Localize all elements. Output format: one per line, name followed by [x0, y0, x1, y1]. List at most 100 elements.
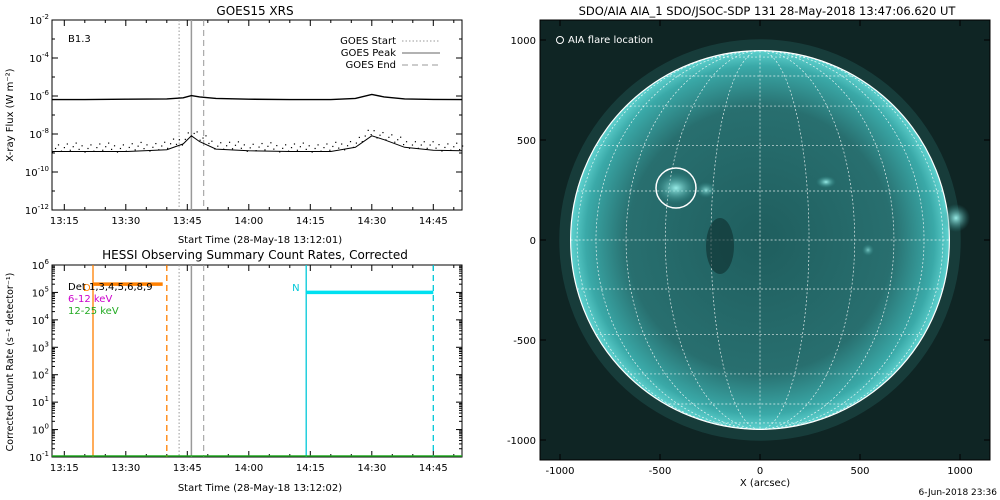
goes-series-point [364, 135, 366, 137]
goes-series-point [264, 149, 266, 151]
goes-series-point [125, 150, 127, 152]
goes-xtick-label: 13:30 [111, 216, 140, 227]
goes-series-point [344, 149, 346, 151]
hessi-ytick-label: 10-1 [29, 450, 49, 464]
goes-series-point [314, 147, 316, 150]
goes-ytick-label: 10-6 [29, 89, 49, 103]
longitude-line [625, 50, 761, 430]
footer-date: 6-Jun-2018 23:36 [918, 488, 998, 498]
goes-series-point [113, 145, 116, 147]
goes-xlabel: Start Time (28-May-18 13:12:01) [178, 235, 342, 246]
goes-series-point [308, 145, 310, 147]
goes-series-point [352, 146, 355, 149]
goes-series-point [158, 149, 160, 151]
goes-series-point [282, 147, 284, 149]
goes-series-point [57, 144, 60, 146]
hessi-ytick-label: 104 [32, 313, 50, 327]
goes-series-point [376, 137, 378, 139]
longitude-line [759, 50, 810, 430]
aia-ytick-label: 0 [530, 236, 536, 247]
hessi-annotation: N [292, 283, 299, 294]
goes-series-point [149, 150, 151, 152]
goes-series-point [243, 144, 245, 146]
active-region [862, 244, 874, 256]
longitude-line [595, 50, 761, 430]
goes-series-point [290, 146, 293, 149]
goes-series-point [332, 145, 334, 148]
goes-series-point [172, 138, 175, 140]
longitude-line [576, 50, 761, 430]
goes-series-point [184, 138, 186, 141]
goes-series-point [388, 136, 390, 138]
goes-series-point [429, 144, 431, 146]
goes-series-point [349, 141, 352, 143]
goes-series-point [276, 144, 278, 147]
goes-series-point [323, 146, 325, 149]
coronal-hole [706, 218, 734, 274]
goes-series-point [211, 140, 213, 142]
goes-series-point [78, 148, 80, 150]
goes-series-point [435, 147, 437, 149]
goes-series-point [432, 141, 434, 143]
aia-ytick-label: 500 [517, 136, 536, 147]
goes-series-point [255, 150, 257, 152]
goes-series-point [258, 146, 260, 148]
goes-series-point [358, 136, 360, 139]
goes-series-point [462, 145, 464, 147]
goes-ytick-label: 10-10 [25, 165, 49, 179]
goes-series-point [252, 143, 254, 145]
goes-series-point [223, 148, 225, 150]
aia-title: SDO/AIA AIA_1 SDO/JSOC-SDP 131 28-May-20… [579, 4, 957, 18]
goes-series-point [152, 146, 154, 148]
goes-series-point [178, 139, 181, 141]
goes-series-point [299, 146, 301, 148]
aia-xtick-label: 0 [757, 466, 763, 477]
goes-series-point [411, 144, 414, 146]
goes-series-point [287, 150, 290, 152]
goes-series-point [296, 149, 299, 151]
hessi-xlabel: Start Time (28-May-18 13:12:02) [178, 483, 342, 494]
aia-xtick-label: 1000 [947, 466, 972, 477]
goes-series-point [146, 144, 148, 146]
goes-series-point [329, 149, 331, 151]
flare-region [654, 172, 698, 204]
goes-series-point [181, 144, 183, 146]
hessi-xtick-label: 14:00 [234, 463, 263, 474]
goes-series-point [60, 150, 63, 152]
goes-series-point [237, 141, 240, 143]
goes-series-point [228, 141, 231, 143]
hessi-ytick-label: 105 [32, 285, 49, 299]
goes-series-point [75, 142, 77, 144]
hessi-xtick-label: 13:45 [173, 463, 202, 474]
goes-series-point [69, 149, 71, 151]
goes-series-point [400, 136, 402, 138]
goes-series-point [226, 145, 228, 147]
goes-series-point [119, 147, 122, 150]
active-region [816, 176, 836, 188]
goes-series-point [326, 143, 328, 145]
goes-series-point [175, 143, 178, 145]
goes-ytick-label: 10-2 [29, 13, 49, 27]
aia-xlabel: X (arcsec) [740, 478, 790, 489]
goes-xtick-label: 14:45 [419, 216, 448, 227]
hessi-ytick-label: 106 [32, 258, 50, 272]
goes-series-point [134, 149, 136, 151]
hessi-frame [51, 264, 463, 458]
goes-series-point [249, 147, 251, 149]
hessi-ytick-label: 101 [32, 395, 49, 409]
hessi-xtick-label: 14:15 [296, 463, 325, 474]
hessi-xtick-label: 13:15 [50, 463, 79, 474]
hessi-legend-entry: 12-25 keV [68, 306, 119, 317]
goes-frame [51, 19, 463, 211]
goes-series-point [190, 135, 192, 137]
goes-series-point [453, 146, 455, 148]
goes-series-point [423, 141, 425, 143]
sun-limb [569, 50, 950, 430]
goes-series-line [52, 135, 463, 152]
goes-series-point [441, 150, 443, 152]
goes-series-point [187, 132, 189, 134]
hessi-legend-entry: Det 1,3,4,5,6,8,9 [68, 282, 153, 293]
goes-xtick-label: 13:45 [173, 216, 202, 227]
goes-series-point [447, 143, 449, 145]
goes-series-point [420, 144, 422, 146]
